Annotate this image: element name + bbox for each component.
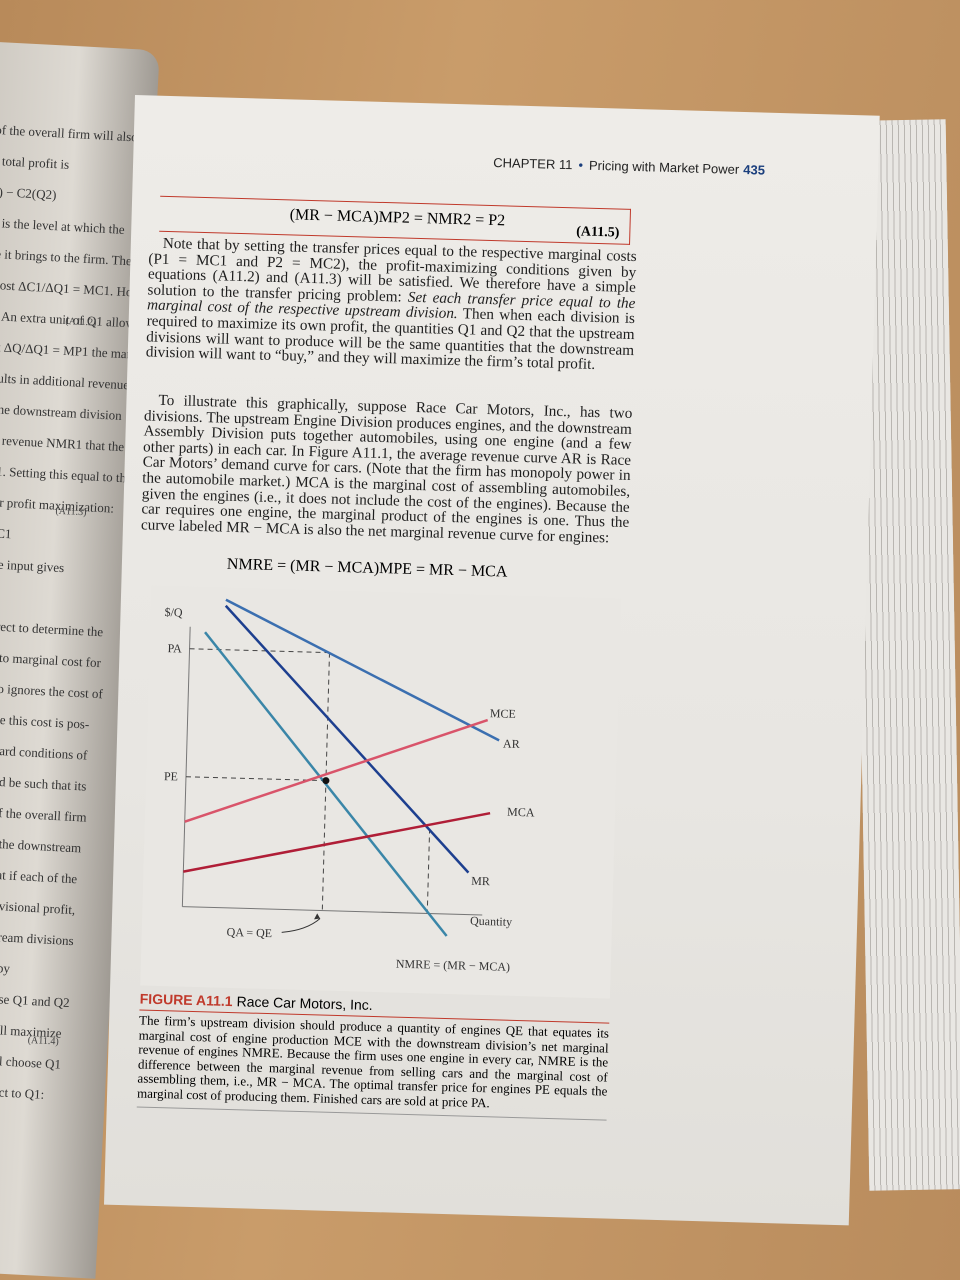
price-label: PE [164, 769, 178, 783]
equation-number: (A11.5) [575, 224, 620, 241]
text-line: = MC1 [0, 524, 12, 542]
equation: (MR − MCA)MP2 = NMR2 = P2 [289, 206, 506, 230]
text-line: 1) − C2(Q2) [0, 183, 57, 203]
curve-label: NMRE = (MR − MCA) [396, 957, 511, 974]
mce-curve [184, 718, 489, 823]
text-line: n should be such that its [0, 772, 87, 794]
text-line: ue it brings to the firm. The [0, 245, 133, 269]
x-axis [182, 906, 483, 916]
paragraph: To illustrate this graphically, suppose … [140, 391, 633, 547]
right-page: CHAPTER 11 • Pricing with Market Power 435 … [104, 95, 880, 1226]
text-line: ediate input gives [0, 555, 65, 576]
text-line: oing so ignores the cost of [0, 679, 104, 702]
y-axis-label: $/Q [164, 605, 183, 620]
text-line: It is the level at which the [0, 214, 126, 237]
curve-label: AR [503, 737, 520, 751]
separator: • [578, 157, 584, 173]
figure-caption: FIGURE A11.1 Race Car Motors, Inc. The fi… [136, 990, 610, 1121]
equation-number: (A11.3) [55, 505, 87, 519]
quantity-label: QA = QE [226, 925, 272, 940]
caption-text: The firm’s upstream division should prod… [136, 1010, 610, 1121]
curve-label: MCE [490, 706, 516, 721]
text-line: re given by [0, 958, 11, 976]
curve-label: MCA [507, 805, 535, 820]
text-line: e standard conditions of [0, 741, 88, 763]
running-header: CHAPTER 11 • Pricing with Market Power 435 [493, 155, 765, 178]
page-number: 435 [743, 162, 766, 178]
text-line: to the downstream division [0, 401, 123, 423]
x-axis-label: Quantity [470, 914, 512, 929]
text-line: because this cost is pos- [0, 710, 90, 732]
text-line: ven, it will choose Q1 [0, 1051, 62, 1072]
text-line: MP1. Setting this equal to the [0, 462, 132, 486]
text-line: will choose Q1 and Q2 [0, 989, 71, 1011]
text-line: with respect to Q1: [0, 1082, 45, 1102]
text-line: profit of the overall firm [0, 803, 87, 825]
text-line: ged" to the downstream [0, 834, 82, 856]
curve-label: MR [471, 874, 490, 889]
equation-number: (A11.4) [27, 1034, 59, 1048]
figure-background [140, 585, 622, 999]
text-line: equal to marginal cost for [0, 648, 102, 671]
text-line: inal revenue NMR1 that the [0, 432, 125, 455]
mr-curve [224, 604, 470, 874]
equation: NMRE = (MR − MCA)MPE = MR − MCA [226, 555, 508, 581]
figure-label: FIGURE A11.1 [139, 990, 233, 1010]
text-line: of the overall firm will also be [0, 121, 154, 146]
ar-curve [225, 598, 500, 742]
text-line: s own divisional profit, [0, 896, 76, 918]
text-line: incorrect to determine the [0, 617, 104, 640]
mca-curve [183, 811, 491, 873]
text-line: mber that if each of the [0, 865, 78, 887]
text-line: l cost ΔC1/ΔQ1 = MC1. How [0, 276, 143, 300]
text-line: unt ΔQ/ΔQ1 = MP1 the mar [0, 339, 132, 362]
text-line: two upstream divisions [0, 927, 75, 949]
arrow-head [314, 913, 321, 920]
y-axis [181, 626, 191, 907]
price-label: PA [167, 641, 182, 655]
text-line: results in additional revenue [0, 369, 130, 393]
figure-title: Race Car Motors, Inc. [236, 993, 373, 1013]
chapter-title: Pricing with Market Power [588, 157, 740, 177]
figure: $/Q PA PE MCE AR MCA MR Quantity QA = QE… [140, 585, 622, 999]
equilibrium-point [322, 777, 330, 785]
equation-number: (A11.2) [65, 315, 97, 329]
arrow [281, 918, 321, 933]
text-line: s total profit is [0, 152, 70, 172]
chapter: CHAPTER 11 [493, 155, 573, 173]
paragraph: Note that by setting the transfer prices… [146, 235, 637, 373]
